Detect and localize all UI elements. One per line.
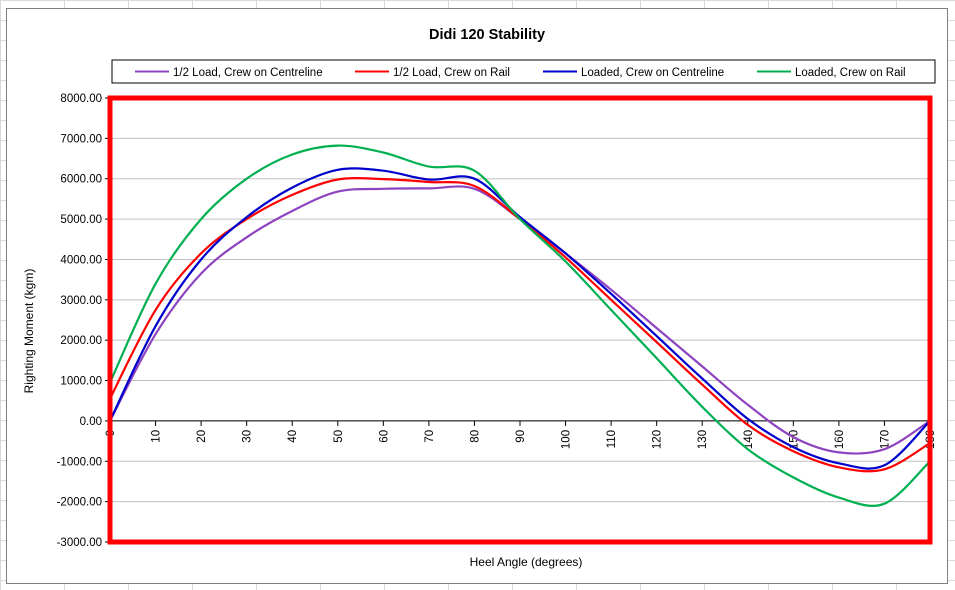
x-tick-label: 90 (515, 430, 527, 443)
x-tick-label: 100 (561, 430, 573, 449)
y-tick-label: 6000.00 (60, 174, 102, 186)
y-tick-label: 2000.00 (60, 335, 102, 347)
x-tick-label: 150 (788, 430, 800, 449)
y-axis-title: Righting Moment (kgm) (22, 269, 36, 394)
x-tick-label: 170 (879, 430, 891, 449)
x-tick-label: 140 (743, 430, 755, 449)
legend-label-1: 1/2 Load, Crew on Centreline (173, 67, 323, 79)
legend-label-4: Loaded, Crew on Rail (795, 67, 906, 79)
legend-box (111, 59, 936, 84)
legend: 1/2 Load, Crew on Centreline 1/2 Load, Cr… (111, 59, 936, 84)
plot-area-border (107, 95, 933, 545)
series-line-1 (109, 185, 931, 455)
series-line-2 (109, 177, 931, 473)
y-tick-label: 4000.00 (60, 254, 102, 266)
x-tick-label: 80 (469, 430, 481, 443)
y-tick-label: -1000.00 (57, 456, 102, 468)
x-tick-label: 10 (151, 430, 163, 443)
legend-label-2: 1/2 Load, Crew on Rail (393, 67, 510, 79)
y-tick-label: 8000.00 (60, 93, 102, 105)
y-tick-label: -2000.00 (57, 497, 102, 509)
x-tick-label: 20 (196, 430, 208, 443)
x-tick-label: 60 (378, 430, 390, 443)
x-tick-label: 160 (834, 430, 846, 449)
y-tick-label: 3000.00 (60, 295, 102, 307)
series-lines (109, 144, 931, 507)
x-tick-label: 110 (606, 430, 618, 448)
chart-area: Didi 120 Stability 1/2 Load, Crew on Cen… (6, 8, 948, 584)
y-tick-label: 1000.00 (60, 376, 102, 388)
plot-frame (107, 95, 933, 545)
x-tick-label: 40 (287, 430, 299, 443)
chart-title: Didi 120 Stability (429, 27, 545, 43)
x-tick-label: 50 (333, 430, 345, 443)
x-tick-label: 70 (424, 430, 436, 443)
y-tick-label: 5000.00 (60, 214, 102, 226)
axes: -3000.00 -2000.00 -1000.00 0.00 1000.00 2000.… (57, 93, 937, 549)
x-tick-label: 130 (697, 430, 709, 449)
y-tick-label: 0.00 (80, 416, 102, 428)
y-tick-label: 7000.00 (60, 133, 102, 145)
x-tick-label: 120 (652, 430, 664, 449)
y-tick-label: -3000.00 (57, 537, 102, 549)
x-axis-title: Heel Angle (degrees) (470, 555, 583, 569)
x-tick-label: 30 (242, 430, 254, 443)
legend-label-3: Loaded, Crew on Centreline (581, 67, 724, 79)
series-line-4 (109, 144, 931, 507)
chart-svg: Didi 120 Stability 1/2 Load, Crew on Cen… (22, 27, 937, 569)
